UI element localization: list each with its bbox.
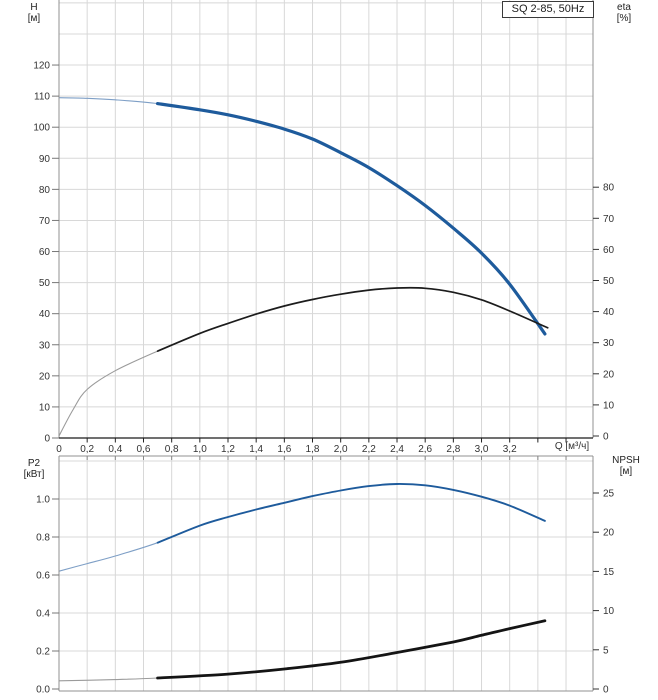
- x-tick-label: 2,6: [418, 444, 432, 455]
- right-tick-label: 25: [603, 489, 615, 500]
- x-tick-label: 1,8: [306, 444, 320, 455]
- left-axis-unit-top: [м]: [27, 13, 41, 24]
- left-tick-label: 60: [39, 247, 51, 258]
- left-axis-title-bottom: P2 [кВт]: [12, 458, 56, 480]
- x-tick-label: 0: [56, 444, 62, 455]
- x-tick-label: 0,4: [108, 444, 122, 455]
- left-tick-label: 30: [39, 340, 51, 351]
- left-axis-unit-bottom: [кВт]: [23, 469, 45, 480]
- left-tick-label: 70: [39, 216, 51, 227]
- x-tick-label: 0,2: [80, 444, 94, 455]
- curve-eta-thin: [58, 287, 549, 437]
- left-tick-label: 10: [39, 402, 51, 413]
- curve-eta: [156, 286, 549, 352]
- right-tick-label: 10: [603, 606, 615, 617]
- curve-h: [156, 102, 547, 336]
- right-tick-label: 0: [603, 432, 609, 443]
- left-tick-label: 1.0: [36, 495, 50, 506]
- right-tick-label: 70: [603, 214, 615, 225]
- left-tick-label: 0.6: [36, 571, 50, 582]
- left-tick-label: 90: [39, 154, 51, 165]
- x-tick-label: 0,6: [137, 444, 151, 455]
- right-tick-label: 40: [603, 307, 615, 318]
- left-tick-label: 0: [44, 434, 50, 445]
- x-tick-label: 3,2: [503, 444, 517, 455]
- left-axis-name-top: H: [30, 2, 38, 13]
- right-tick-label: 15: [603, 567, 615, 578]
- x-tick-label: 0,8: [165, 444, 179, 455]
- curve-p2: [156, 483, 546, 544]
- left-tick-label: 120: [33, 61, 50, 72]
- x-tick-label: 2,8: [446, 444, 460, 455]
- left-tick-label: 80: [39, 185, 51, 196]
- left-tick-label: 20: [39, 371, 51, 382]
- right-tick-label: 60: [603, 245, 615, 256]
- left-tick-label: 0.8: [36, 533, 50, 544]
- right-axis-name-top: eta: [617, 2, 631, 13]
- right-tick-label: 5: [603, 645, 609, 656]
- right-tick-label: 30: [603, 338, 615, 349]
- curve-npsh: [156, 619, 547, 680]
- right-axis-name-bottom: NPSH: [612, 455, 640, 466]
- right-axis-title-bottom: NPSH [м]: [602, 455, 650, 477]
- right-tick-label: 80: [603, 183, 615, 194]
- right-tick-label: 50: [603, 276, 615, 287]
- right-tick-label: 20: [603, 528, 615, 539]
- curve-p2-thin: [58, 483, 546, 572]
- left-tick-label: 50: [39, 278, 51, 289]
- x-axis-unit-label: Q [м³/ч]: [554, 441, 590, 452]
- right-axis-unit-bottom: [м]: [619, 466, 633, 477]
- x-tick-label: 2,2: [362, 444, 376, 455]
- curve-h-thin: [58, 97, 546, 335]
- x-tick-label: 2,0: [334, 444, 348, 455]
- left-tick-label: 0.2: [36, 647, 50, 658]
- right-tick-label: 10: [603, 400, 615, 411]
- x-tick-label: 1,2: [221, 444, 235, 455]
- left-tick-label: 0.4: [36, 609, 50, 620]
- x-tick-label: 1,4: [249, 444, 263, 455]
- right-tick-label: 20: [603, 369, 615, 380]
- right-tick-label: 0: [603, 685, 609, 696]
- left-tick-label: 100: [33, 123, 50, 134]
- left-axis-title-top: H [м]: [16, 2, 52, 24]
- x-tick-label: 1,6: [277, 444, 291, 455]
- left-axis-name-bottom: P2: [27, 458, 41, 469]
- left-tick-label: 110: [34, 92, 50, 103]
- x-tick-label: 3,0: [475, 444, 489, 455]
- right-axis-title-top: eta [%]: [606, 2, 642, 24]
- right-axis-unit-top: [%]: [616, 13, 632, 24]
- chart-title-box: SQ 2-85, 50Hz: [502, 1, 594, 18]
- x-tick-label: 2,4: [390, 444, 404, 455]
- left-tick-label: 40: [39, 309, 51, 320]
- left-tick-label: 0.0: [36, 685, 50, 696]
- x-tick-label: 1,0: [193, 444, 207, 455]
